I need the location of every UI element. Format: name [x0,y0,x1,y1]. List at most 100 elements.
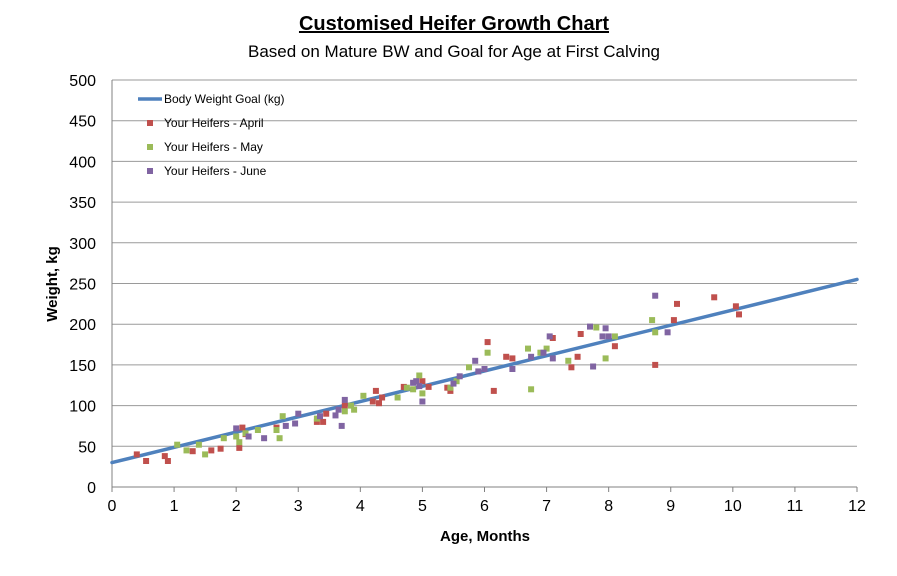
legend-swatch-2 [147,144,153,150]
data-point-s2-p10 [276,435,283,442]
data-point-s2-p8 [254,427,261,433]
data-point-s1-p27 [509,355,516,362]
data-point-s1-p7 [236,444,243,451]
data-point-s1-p6 [217,445,224,452]
data-point-s1-p0 [133,451,140,458]
data-point-s1-p26 [503,353,510,360]
x-tick-label-7: 7 [542,498,551,515]
data-point-s2-p3 [202,451,209,458]
data-point-s3-p16 [456,373,463,380]
data-point-s1-p25 [490,387,497,394]
data-point-s1-p15 [369,398,376,405]
data-point-s1-p18 [379,394,386,401]
data-point-s3-p20 [509,366,516,372]
data-point-s2-p0 [174,441,181,448]
data-point-s2-p20 [416,372,423,379]
y-tick-label-250: 250 [69,277,96,294]
data-point-s3-p3 [282,422,289,429]
data-point-s2-p28 [537,349,544,356]
y-tick-label-200: 200 [69,317,96,334]
data-point-s3-p13 [416,383,423,390]
data-point-s2-p30 [565,357,572,364]
data-point-s2-p7 [242,430,249,437]
data-point-s2-p6 [236,439,243,446]
x-tick-label-10: 10 [724,498,742,515]
data-point-s1-p21 [425,383,432,390]
data-point-s2-p19 [410,386,417,393]
x-tick-label-2: 2 [232,498,241,515]
x-tick-label-11: 11 [787,498,804,515]
data-point-s3-p4 [292,420,299,427]
data-point-s1-p34 [670,317,677,324]
axes [111,80,858,492]
data-point-s1-p13 [323,410,330,417]
data-point-s2-p5 [233,433,240,440]
data-point-s3-p25 [587,323,593,330]
x-tick-label-4: 4 [356,498,365,515]
data-point-s3-p0 [233,425,240,432]
y-tick-label-300: 300 [69,236,96,253]
y-tick-label-100: 100 [69,399,96,416]
data-point-s3-p24 [549,355,556,362]
data-point-s2-p21 [419,390,426,397]
y-tick-label-0: 0 [87,480,96,497]
data-point-s2-p35 [652,329,659,336]
data-point-s2-p2 [195,441,202,448]
data-point-s3-p6 [317,413,323,420]
data-point-s1-p14 [341,402,348,409]
legend: Body Weight Goal (kg) Your Heifers - Apri… [138,92,285,178]
data-point-s1-p38 [736,311,742,318]
gridlines [112,79,857,447]
data-point-s2-p17 [394,394,401,401]
data-point-s3-p12 [413,378,420,385]
data-point-s3-p1 [245,433,252,440]
data-point-s3-p18 [475,368,482,375]
data-point-s2-p14 [348,402,354,409]
data-point-s1-p28 [549,335,556,341]
data-point-s3-p19 [481,366,488,372]
y-tick-label-50: 50 [78,439,96,456]
data-point-s2-p27 [528,386,535,393]
data-point-s1-p29 [568,364,575,371]
data-point-s3-p14 [419,398,426,405]
data-point-s3-p30 [652,292,659,299]
data-point-s1-p33 [652,361,659,368]
data-point-s2-p22 [447,384,454,391]
legend-label-2: Your Heifers - May [164,140,263,154]
data-point-s2-p26 [525,345,531,352]
data-point-s2-p31 [593,324,600,331]
x-axis-title: Age, Months [440,528,530,545]
y-tick-label-400: 400 [69,154,96,171]
chart-title: Customised Heifer Growth Chart [299,13,609,35]
data-point-s2-p4 [220,435,227,442]
data-point-s2-p16 [360,392,367,399]
data-point-s3-p2 [261,435,268,442]
data-point-s1-p1 [143,458,150,464]
data-point-s1-p2 [161,453,168,460]
data-point-s1-p32 [611,343,618,350]
x-tick-label-0: 0 [108,498,117,515]
data-point-s3-p31 [664,329,671,336]
data-point-s1-p20 [419,378,426,385]
data-point-s2-p12 [313,415,320,422]
data-point-s3-p28 [602,325,609,332]
data-point-s3-p15 [450,380,457,387]
y-tick-label-450: 450 [69,114,96,131]
x-tick-label-5: 5 [418,498,427,515]
data-point-s2-p34 [649,317,656,324]
x-tick-label-1: 1 [170,498,179,515]
data-point-s2-p24 [466,364,472,371]
data-point-s1-p16 [372,387,379,394]
data-point-s1-p12 [320,418,327,425]
data-point-s3-p7 [332,412,339,419]
data-point-s1-p31 [577,331,584,337]
data-point-s1-p30 [574,353,581,360]
data-point-s2-p11 [279,413,286,420]
data-point-s1-p35 [674,300,680,307]
legend-label-0: Body Weight Goal (kg) [164,92,285,106]
x-tick-label-8: 8 [604,498,613,515]
legend-swatch-3 [147,168,153,174]
y-tick-labels: 0 50 100 150 200 250 300 350 400 450 500 [69,73,96,497]
